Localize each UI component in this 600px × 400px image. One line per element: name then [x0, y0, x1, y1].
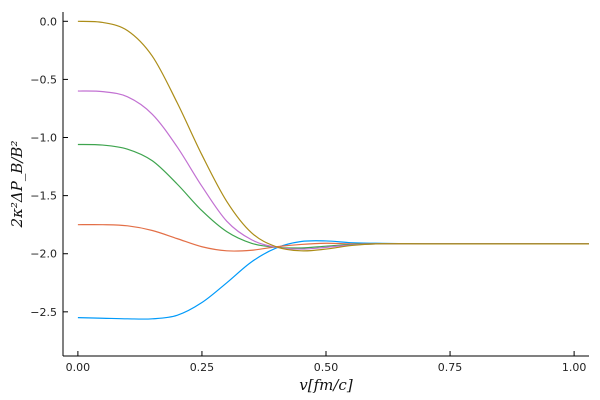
series-layer — [77, 20, 589, 320]
series-line-4 — [77, 90, 589, 250]
axes-layer — [62, 12, 589, 357]
x-tick-label: 0.75 — [438, 361, 463, 374]
series-line-5 — [77, 20, 589, 252]
y-tick-label: −2.0 — [30, 248, 57, 261]
y-tick-label: −1.5 — [30, 190, 57, 203]
y-ticks: 0.0 −0.5 −1.0 −1.5 −2.0 −2.5 — [30, 15, 68, 319]
x-tick-label: 0.25 — [190, 361, 215, 374]
x-tick-label: 0.50 — [314, 361, 339, 374]
y-axis-label: 2κ²ΔP_B/B² — [8, 141, 26, 229]
x-ticks: 0.00 0.25 0.50 0.75 1.00 — [66, 351, 587, 374]
y-tick-label: −1.0 — [30, 132, 57, 145]
x-axis-label: v[fm/c] — [299, 376, 353, 394]
series-line-1 — [77, 240, 589, 320]
y-tick-label: −0.5 — [30, 73, 57, 86]
y-tick-label: 0.0 — [40, 15, 58, 28]
series-line-3 — [77, 143, 589, 249]
x-tick-label: 0.00 — [66, 361, 91, 374]
x-tick-label: 1.00 — [562, 361, 587, 374]
y-tick-label: −2.5 — [30, 306, 57, 319]
